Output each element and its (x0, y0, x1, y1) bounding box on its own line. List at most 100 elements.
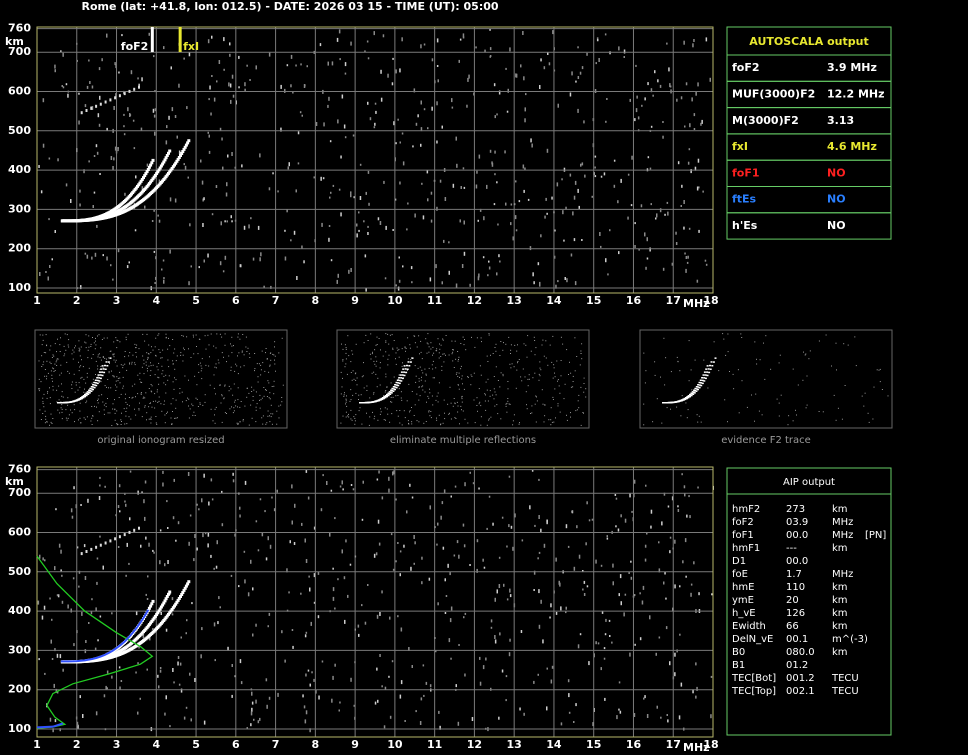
thumb-noise (67, 344, 69, 346)
thumb-noise (92, 337, 93, 338)
aip-cell: hmF1 (732, 543, 760, 554)
noise-dot (578, 205, 580, 209)
thumb-noise (432, 377, 434, 379)
trace-dot (165, 595, 169, 598)
noise-dot (649, 247, 651, 252)
noise-dot (388, 675, 390, 678)
noise-dot (381, 590, 383, 594)
thumb-noise (564, 383, 566, 385)
thumb-noise (150, 384, 152, 385)
noise-dot (411, 281, 413, 284)
noise-dot (522, 31, 524, 35)
thumb-trace (95, 382, 98, 384)
fitted-trace (60, 609, 150, 663)
thumb-noise (205, 364, 207, 366)
thumb-noise (465, 349, 467, 351)
noise-dot (364, 621, 367, 625)
noise-dot (464, 673, 466, 677)
noise-dot (529, 505, 531, 510)
noise-dot (329, 196, 331, 199)
noise-dot (697, 158, 700, 163)
thumb-noise (229, 408, 231, 410)
noise-dot (533, 589, 535, 591)
thumb-noise (119, 371, 121, 373)
thumb-noise (55, 361, 57, 363)
y-tick-label: 300 (8, 202, 31, 215)
noise-dot (217, 621, 219, 625)
thumb-noise (44, 369, 46, 370)
noise-dot (451, 106, 454, 109)
thumb-noise (193, 353, 195, 355)
thumb-noise (78, 347, 80, 349)
noise-dot (373, 553, 376, 558)
thumb-trace (78, 397, 81, 400)
noise-dot (687, 161, 690, 165)
thumb-noise (843, 343, 845, 345)
noise-dot (213, 567, 215, 570)
thumb-noise (382, 355, 384, 357)
noise-dot (106, 33, 108, 38)
thumb-trace (73, 400, 76, 402)
noise-dot (546, 148, 549, 153)
thumb-noise (387, 413, 389, 415)
noise-dot (379, 612, 381, 616)
thumb-noise (192, 334, 194, 336)
thumb-noise (367, 340, 369, 341)
thumb-noise (175, 399, 177, 401)
thumb-noise (110, 387, 112, 389)
noise-dot (187, 472, 190, 476)
thumb-noise (278, 352, 280, 354)
noise-dot (363, 220, 365, 223)
thumb-noise (792, 420, 794, 422)
thumb-noise (517, 362, 518, 364)
thumb-noise (460, 368, 462, 370)
trace-dot (186, 141, 190, 145)
thumb-noise (878, 369, 880, 371)
thumb-noise (134, 362, 136, 364)
thumb-noise (209, 384, 211, 386)
thumb-noise (756, 358, 757, 360)
noise-dot (169, 197, 172, 202)
x-tick-label: 17 (666, 294, 681, 307)
thumb-noise (52, 385, 54, 387)
noise-dot (239, 514, 241, 518)
aip-cell: TECU (831, 686, 859, 697)
noise-dot (253, 718, 255, 721)
thumb-noise (359, 407, 361, 409)
thumb-noise (385, 373, 387, 375)
thumb-noise (42, 403, 44, 404)
aip-header (726, 467, 892, 495)
thumb-noise (444, 418, 446, 420)
thumb-noise (144, 405, 146, 407)
thumb-noise (351, 419, 353, 421)
thumb-noise (876, 369, 878, 371)
ionogram: 1 2 3 4 5 6 7 8 9 10 11 12 13 14 15 16 17 181002003004005… (5, 22, 719, 310)
thumb-trace (407, 361, 410, 363)
noise-dot (499, 632, 501, 636)
noise-dot (250, 711, 253, 716)
aip-cell: 00.0 (786, 556, 808, 567)
thumb-noise (443, 399, 445, 401)
noise-dot (148, 542, 150, 547)
thumb-noise (554, 372, 555, 374)
unit: MHz (850, 140, 877, 153)
thumb-noise (145, 392, 147, 394)
thumb-noise (245, 336, 247, 338)
thumb-noise (576, 409, 578, 411)
thumb-noise (71, 384, 73, 386)
trace-dot (174, 161, 178, 165)
thumb-noise (550, 424, 552, 426)
thumb-noise (82, 366, 84, 368)
noise-dot (327, 104, 329, 108)
thumb-trace (712, 361, 715, 363)
x-tick-label: 1 (33, 294, 41, 307)
thumb-noise (414, 342, 416, 344)
thumb-trace (682, 398, 685, 400)
thumb-noise (476, 405, 478, 406)
thumb-noise (165, 374, 167, 376)
thumb-noise (95, 340, 96, 342)
noise-dot (571, 71, 573, 76)
noise-dot (479, 656, 481, 660)
thumb-noise (263, 395, 265, 397)
thumb-noise (154, 407, 156, 409)
